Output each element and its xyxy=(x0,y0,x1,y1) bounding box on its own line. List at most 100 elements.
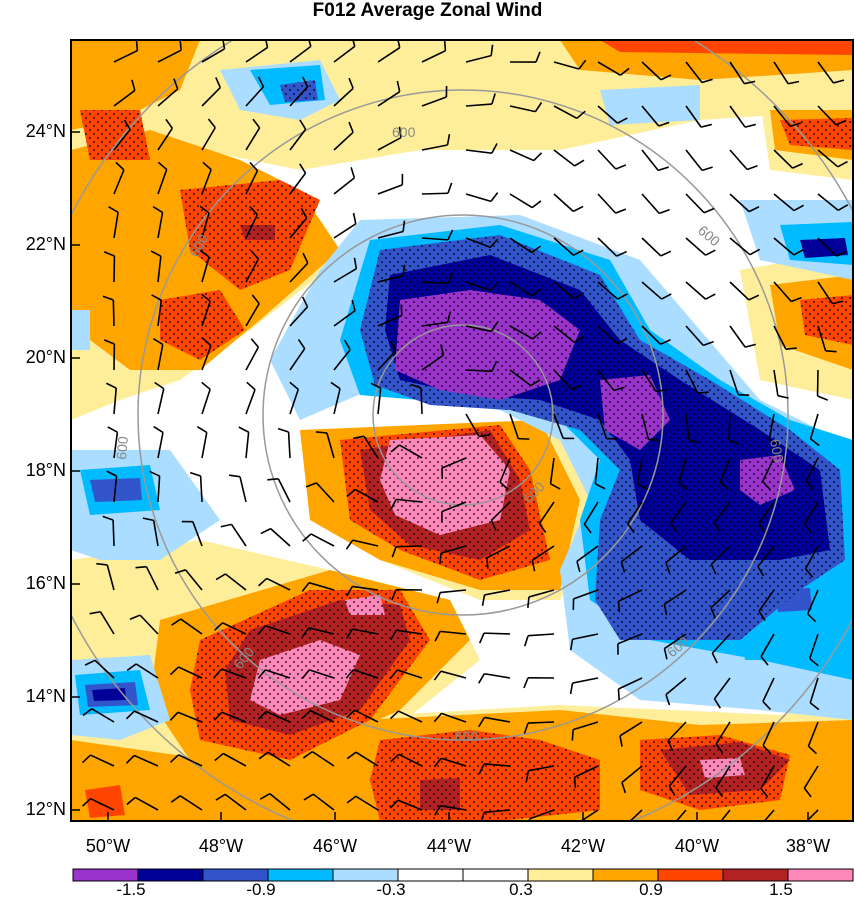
wind-barb xyxy=(265,625,291,635)
wind-barb xyxy=(553,61,580,70)
wind-barb-feather xyxy=(538,523,547,534)
wind-barb-feather xyxy=(348,121,354,133)
wind-barb-feather xyxy=(446,311,451,323)
wind-barb-feather xyxy=(390,753,400,763)
wind-barb xyxy=(817,237,838,257)
wind-barb-feather xyxy=(703,340,714,347)
wind-barb-feather xyxy=(390,499,397,510)
wind-barb xyxy=(817,325,827,352)
wind-barb xyxy=(201,432,208,459)
wind-barb-feather xyxy=(115,161,125,171)
wind-barb xyxy=(597,413,608,439)
wind-barb-feather xyxy=(809,702,820,711)
wind-barb xyxy=(421,354,444,371)
wind-barb-feather xyxy=(744,123,756,128)
wind-barb xyxy=(729,61,746,85)
wind-barb xyxy=(377,388,382,415)
wind-barb-feather xyxy=(351,299,356,311)
wind-barb-feather xyxy=(804,523,813,534)
wind-barb xyxy=(377,350,397,371)
wind-barb xyxy=(641,193,660,214)
wind-barb-feather xyxy=(346,488,356,498)
wind-barb-feather xyxy=(107,426,118,433)
wind-barb xyxy=(817,105,837,126)
wind-barb-feather xyxy=(352,435,365,440)
wind-barb xyxy=(221,711,247,723)
wind-barb-feather xyxy=(402,220,406,232)
wind-barb xyxy=(245,46,268,63)
wind-barb-feather xyxy=(196,425,208,434)
wind-barb-feather xyxy=(713,522,721,533)
wind-barb-feather xyxy=(619,67,630,76)
wind-barb-feather xyxy=(658,121,670,127)
wind-barb-feather xyxy=(126,663,137,672)
wind-barb xyxy=(711,633,731,654)
wind-barb xyxy=(728,413,731,441)
wind-barb-feather xyxy=(258,577,268,587)
wind-barb-feather xyxy=(149,470,160,477)
wind-barb xyxy=(421,281,449,285)
wind-barb xyxy=(441,457,467,469)
wind-barb xyxy=(180,618,203,635)
wind-barb-feather xyxy=(744,343,756,348)
wind-barb xyxy=(201,256,210,283)
wind-barb-feather xyxy=(661,293,672,300)
wind-barb xyxy=(310,709,335,723)
wind-barb-feather xyxy=(220,523,232,528)
wind-barb xyxy=(597,105,619,124)
wind-barb xyxy=(509,325,534,340)
wind-barb-feather xyxy=(350,167,356,179)
lon-label: 50°W xyxy=(85,836,131,856)
wind-barb-feather xyxy=(433,712,443,723)
wind-barb xyxy=(729,193,750,213)
wind-barb-feather xyxy=(106,470,117,477)
wind-barb-feather xyxy=(346,586,353,597)
wind-barb-feather xyxy=(738,393,750,397)
wind-barb-feather xyxy=(749,248,760,256)
wind-barb-feather xyxy=(762,480,771,490)
wind-barb-feather xyxy=(96,562,108,566)
wind-barb-feather xyxy=(746,165,758,171)
wind-barb xyxy=(597,237,618,257)
wind-barb-feather xyxy=(213,622,224,631)
wind-barb xyxy=(760,765,775,789)
wind-barb xyxy=(308,627,335,635)
wind-barb xyxy=(139,614,159,635)
wind-barb-feather xyxy=(477,717,486,728)
wind-barb-feather xyxy=(530,379,541,387)
wind-barb-feather xyxy=(252,118,261,129)
wind-barb xyxy=(420,387,423,415)
wind-barb-feather xyxy=(531,560,536,572)
wind-barb xyxy=(529,809,555,820)
wind-barb xyxy=(531,545,555,561)
wind-barb xyxy=(773,149,794,169)
wind-barb xyxy=(597,325,618,345)
wind-barb xyxy=(99,611,115,635)
wind-barb-feather xyxy=(297,339,306,350)
ring-label: 600 xyxy=(113,435,131,460)
wind-barb-feather xyxy=(525,770,530,782)
wind-barb xyxy=(803,765,819,789)
wind-barb xyxy=(729,325,746,348)
wind-barb-feather xyxy=(535,51,541,63)
wind-barb-feather xyxy=(621,782,627,794)
wind-barb-feather xyxy=(803,787,812,798)
wind-barb-feather xyxy=(576,824,578,835)
wind-barb xyxy=(112,299,115,327)
wind-barb-feather xyxy=(657,166,669,172)
wind-barb-feather xyxy=(301,296,309,308)
wind-barb xyxy=(773,105,791,127)
wind-barb-feather xyxy=(391,589,397,601)
wind-barb xyxy=(713,677,731,700)
lon-label: 48°W xyxy=(198,836,244,856)
wind-barb-feather xyxy=(436,592,441,604)
wind-barb xyxy=(465,369,493,373)
wind-barb xyxy=(665,677,687,696)
wind-barb xyxy=(553,105,578,120)
wind-barb xyxy=(399,444,423,459)
wind-barb-feather xyxy=(788,80,800,85)
wind-barb-feather xyxy=(434,630,441,642)
wind-barb xyxy=(113,476,118,503)
wind-barb-feather xyxy=(499,481,509,491)
wind-barb xyxy=(245,86,265,107)
